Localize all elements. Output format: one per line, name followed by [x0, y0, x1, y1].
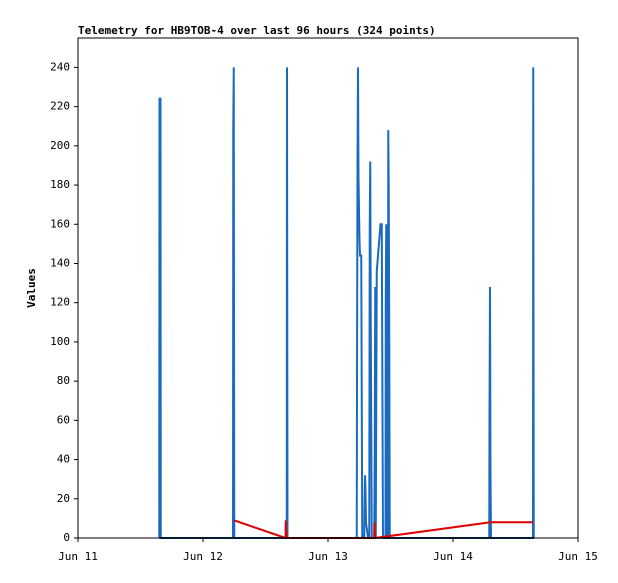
y-tick-label: 0 [63, 531, 70, 544]
y-tick-label: 220 [50, 100, 70, 113]
x-tick-label: Jun 12 [183, 550, 223, 563]
y-tick-label: 120 [50, 296, 70, 309]
y-tick-label: 140 [50, 256, 70, 269]
y-tick-label: 40 [57, 453, 70, 466]
y-tick-label: 180 [50, 178, 70, 191]
x-tick-label: Jun 14 [433, 550, 473, 563]
chart-title: Telemetry for HB9TOB-4 over last 96 hour… [78, 24, 436, 37]
x-tick-label: Jun 11 [58, 550, 98, 563]
y-tick-label: 60 [57, 413, 70, 426]
y-tick-label: 240 [50, 60, 70, 73]
y-tick-label: 100 [50, 335, 70, 348]
y-tick-label: 80 [57, 374, 70, 387]
y-axis-label: Values [25, 268, 38, 308]
y-tick-label: 160 [50, 217, 70, 230]
x-tick-label: Jun 13 [308, 550, 348, 563]
y-tick-label: 200 [50, 139, 70, 152]
x-tick-label: Jun 15 [558, 550, 598, 563]
y-tick-label: 20 [57, 492, 70, 505]
